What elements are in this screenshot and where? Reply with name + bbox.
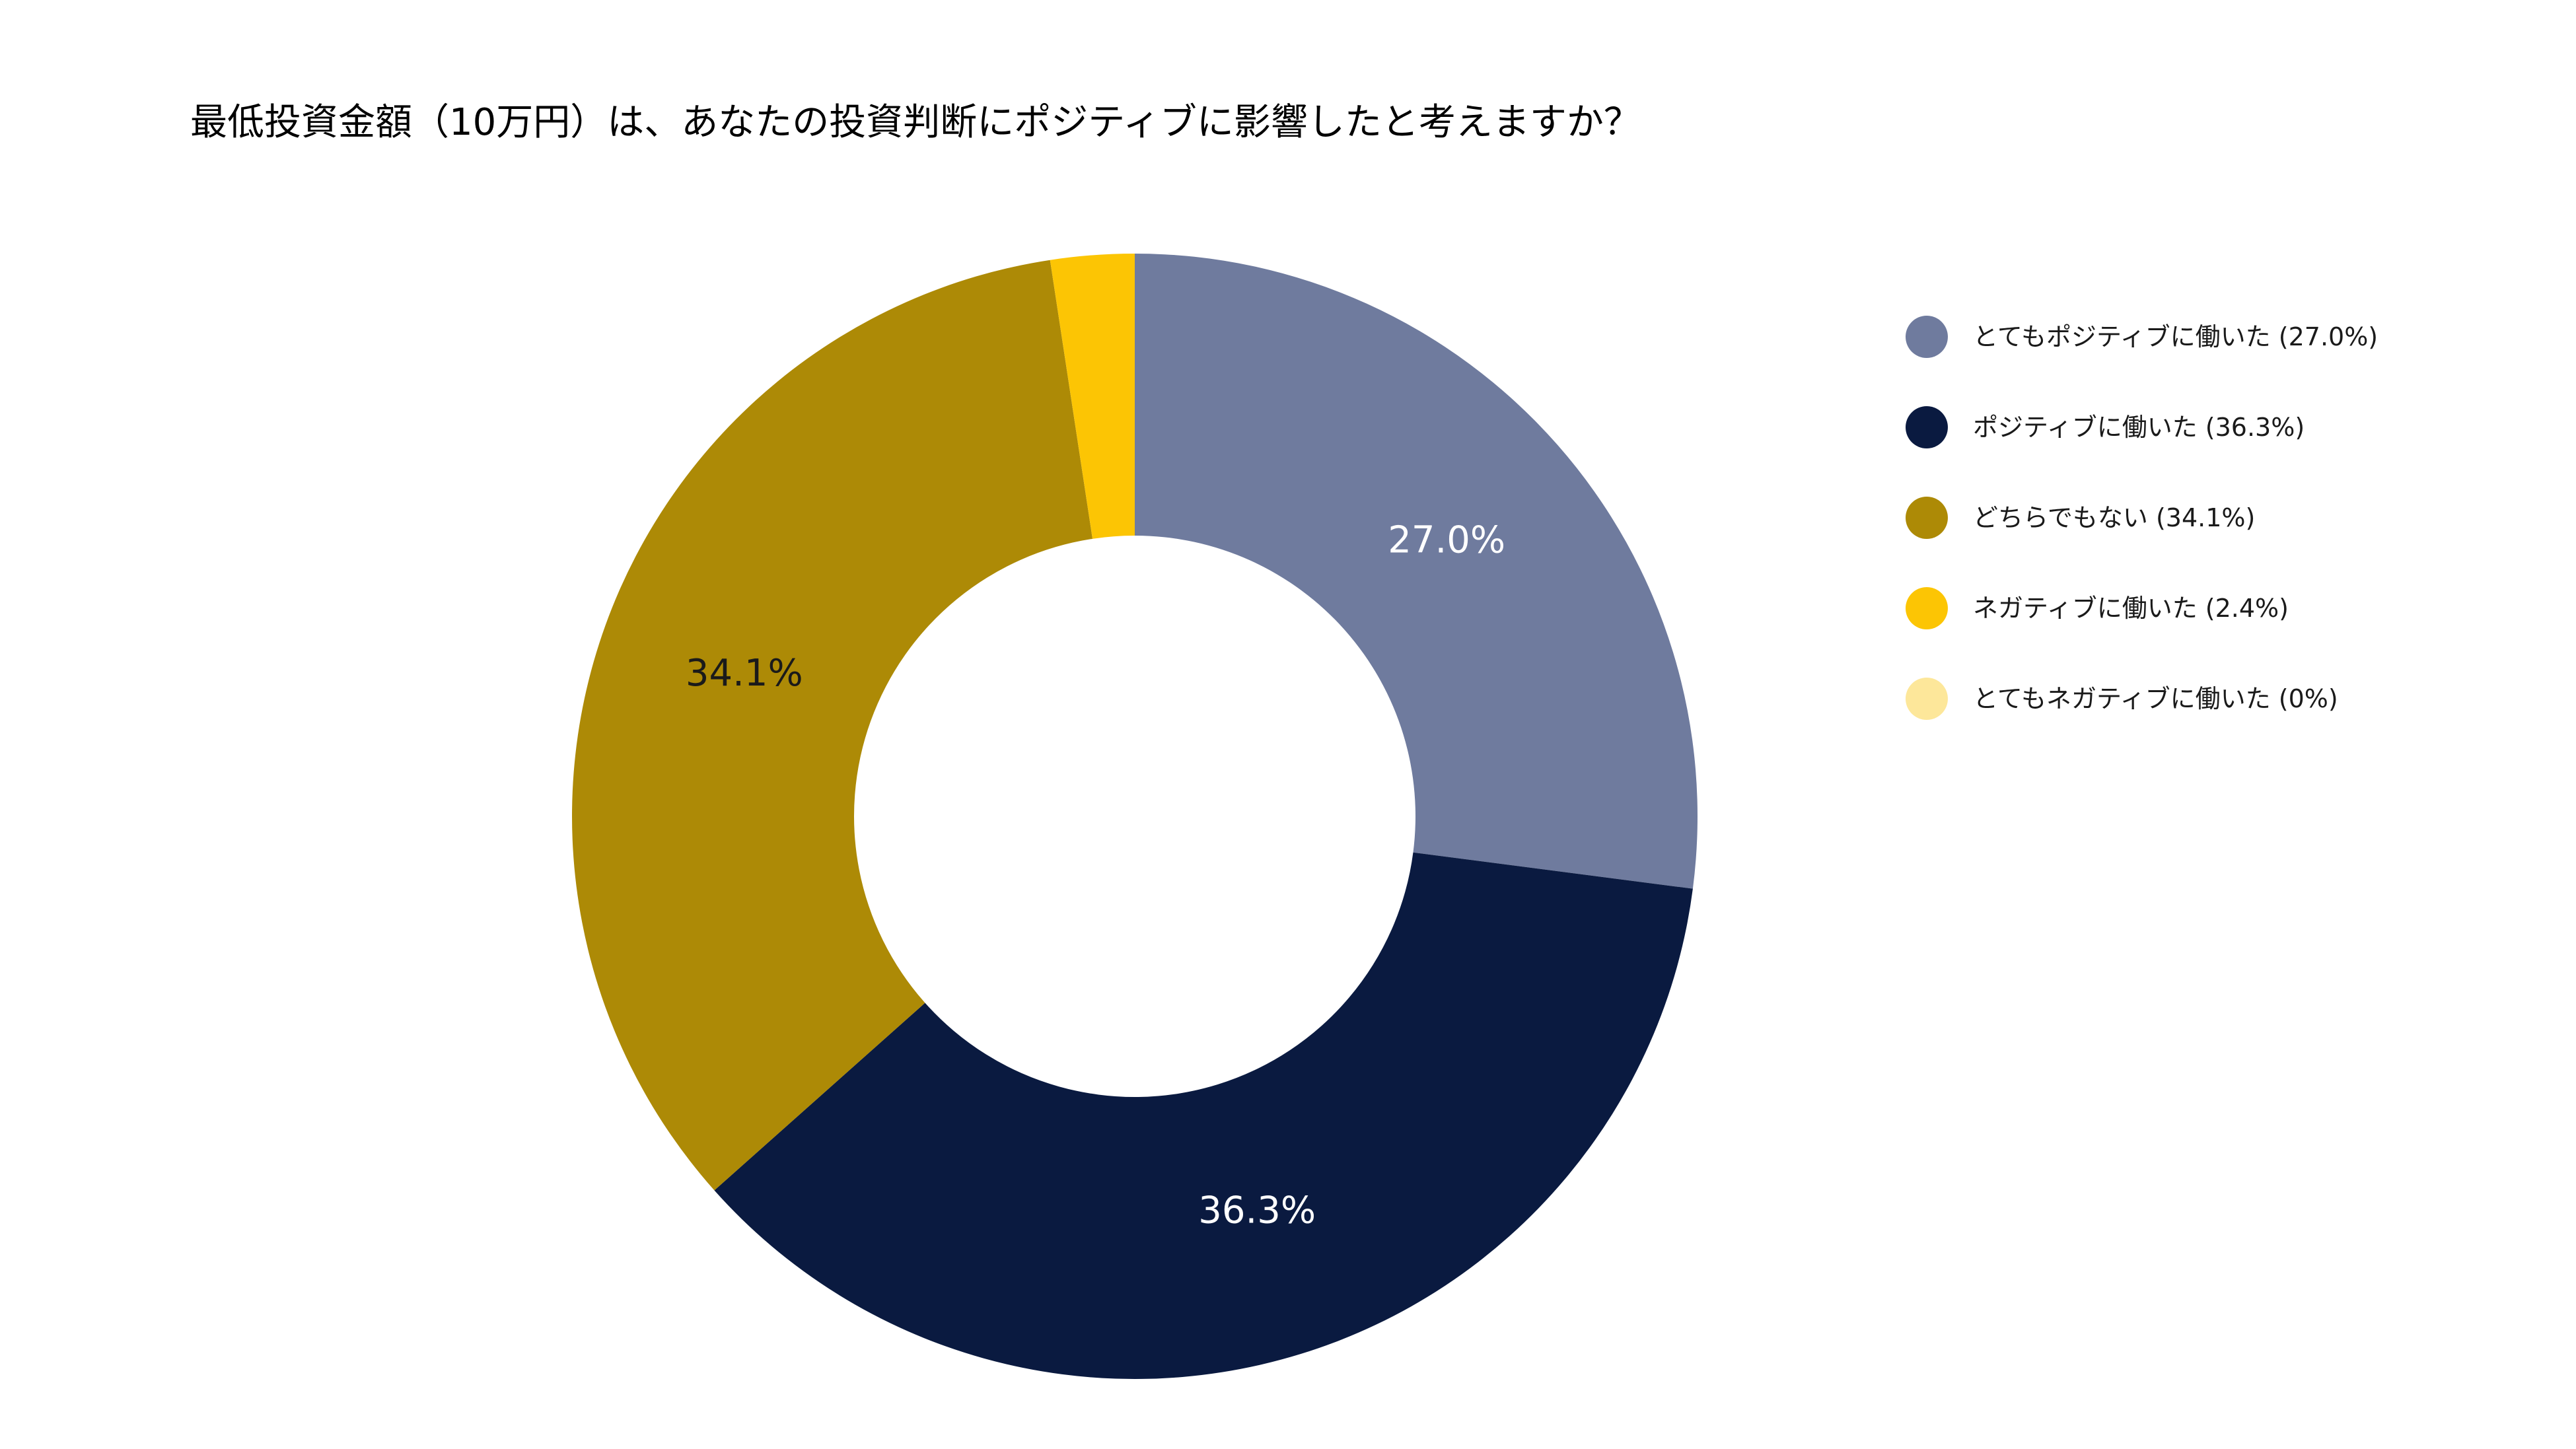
slice-negative[interactable] bbox=[1050, 254, 1135, 539]
legend-swatch-very-negative bbox=[1906, 678, 1948, 720]
legend-swatch-negative bbox=[1906, 587, 1948, 629]
slice-neutral[interactable] bbox=[571, 260, 1093, 1191]
chart-title: 最低投資金額（10万円）は、あなたの投資判断にポジティブに影響したと考えますか？ bbox=[190, 101, 1641, 144]
legend-swatch-very-positive bbox=[1906, 316, 1948, 358]
legend-label-positive: ポジティブに働いた (36.3%) bbox=[1973, 413, 2305, 442]
legend-swatch-positive bbox=[1906, 406, 1948, 448]
data-label-positive: 36.3% bbox=[1198, 1189, 1316, 1232]
slice-very-positive[interactable] bbox=[1135, 254, 1698, 889]
data-label-neutral: 34.1% bbox=[686, 652, 803, 695]
legend-label-neutral: どちらでもない (34.1%) bbox=[1973, 503, 2256, 532]
legend-label-very-positive: とてもポジティブに働いた (27.0%) bbox=[1973, 322, 2379, 351]
legend-label-very-negative: とてもネガティブに働いた (0%) bbox=[1973, 684, 2338, 713]
legend-swatch-neutral bbox=[1906, 497, 1948, 539]
data-label-very-positive: 27.0% bbox=[1388, 518, 1505, 561]
legend-label-negative: ネガティブに働いた (2.4%) bbox=[1973, 594, 2289, 623]
slice-positive[interactable] bbox=[714, 852, 1693, 1379]
